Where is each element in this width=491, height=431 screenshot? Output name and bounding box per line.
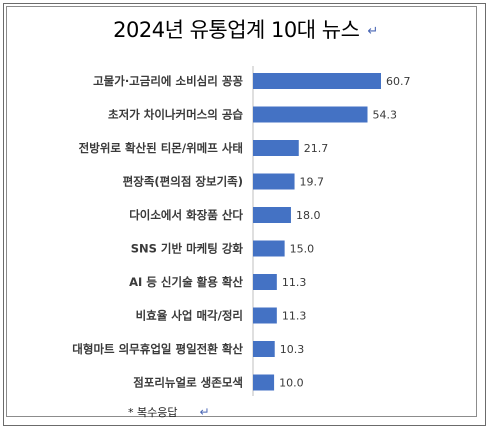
category-label: SNS 기반 마케팅 강화 [131,242,244,256]
bar [253,140,299,156]
value-label: 10.3 [280,343,305,356]
paragraph-return-icon: ↵ [367,23,378,39]
value-label: 60.7 [386,75,411,88]
value-label: 11.3 [282,276,307,289]
category-label: 비효율 사업 매각/정리 [136,309,243,323]
bar [253,106,368,123]
value-label: 21.7 [304,142,329,155]
bar [253,307,277,324]
bar [253,341,275,357]
category-label: 고물가·고금리에 소비심리 꽁꽁 [93,74,243,88]
bars-group: 고물가·고금리에 소비심리 꽁꽁 60.7 초저가 차이나커머스의 공습 54.3 전방… [72,73,411,391]
category-label: 대형마트 의무휴업일 평일전환 확산 [72,342,243,356]
bar [253,73,381,89]
bar [253,173,295,190]
inner-frame [6,6,477,417]
value-label: 15.0 [290,243,315,256]
category-label: 초저가 차이나커머스의 공습 [108,108,243,122]
chart-title: 2024년 유통업계 10대 뉴스 [113,18,360,42]
value-label: 11.3 [282,310,307,323]
outer-frame [3,3,486,426]
category-label: AI 등 신기술 활용 확산 [129,275,243,289]
category-label: 점포리뉴얼로 생존모색 [133,376,243,390]
footnote-row: * 복수응답 ↵ [128,404,210,420]
value-label: 10.0 [279,377,304,390]
bar [253,240,285,257]
bar [253,374,275,391]
bar [253,207,291,223]
chart-title-row: 2024년 유통업계 10대 뉴스 ↵ [0,14,491,44]
value-label: 54.3 [373,109,398,122]
category-label: 전방위로 확산된 티몬/위메프 사태 [79,141,243,155]
category-label: 다이소에서 화장품 산다 [129,208,243,222]
value-label: 19.7 [300,176,325,189]
paragraph-return-icon: ↵ [199,405,210,419]
bar [253,274,277,290]
footnote: * 복수응답 [128,406,178,419]
value-label: 18.0 [296,209,321,222]
category-label: 편장족(편의점 장보기족) [123,175,243,189]
